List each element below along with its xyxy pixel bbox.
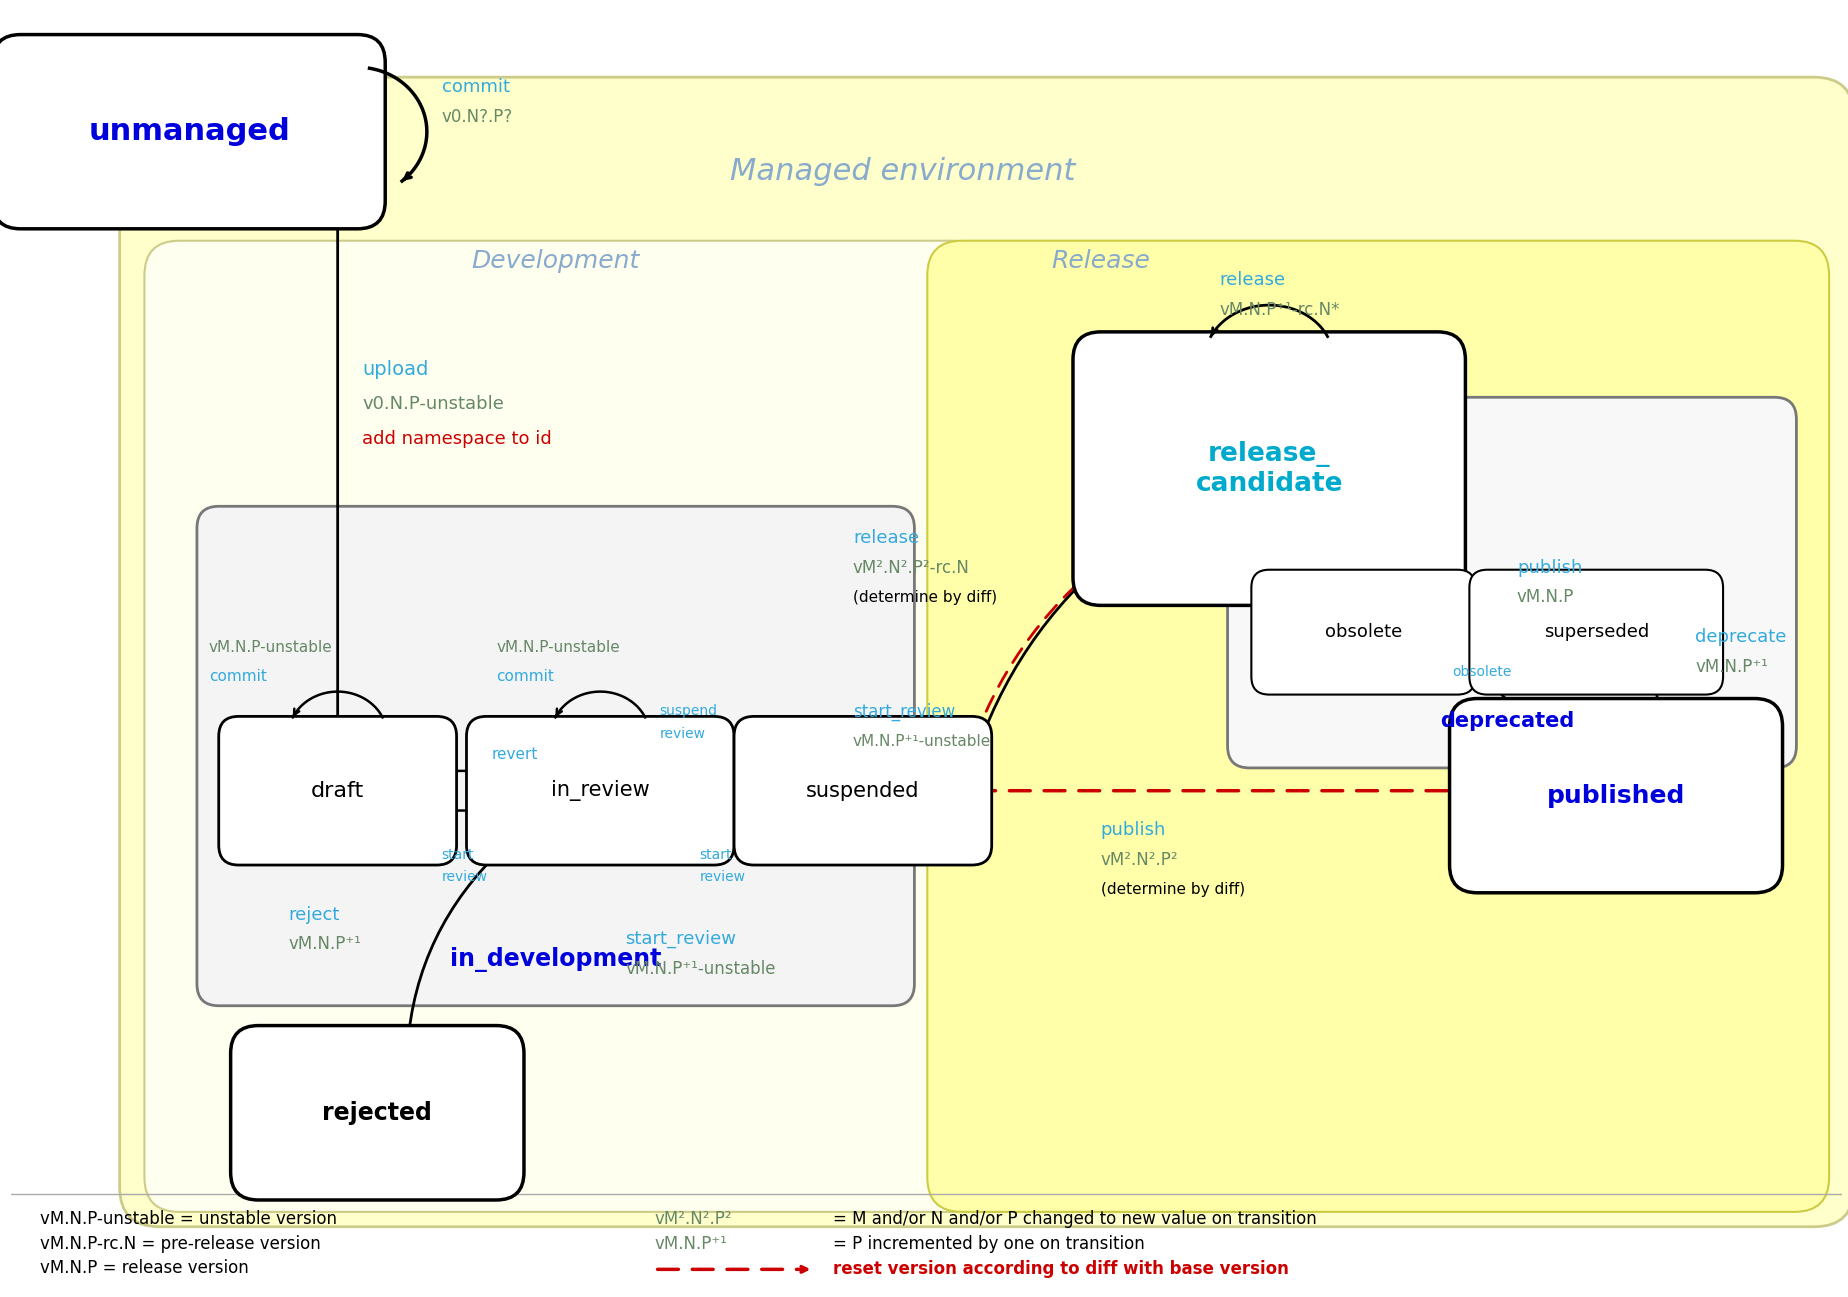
FancyBboxPatch shape: [928, 241, 1830, 1211]
Text: upload: upload: [362, 361, 429, 379]
Text: start: start: [442, 848, 475, 863]
Text: vM.N.P = release version: vM.N.P = release version: [41, 1259, 249, 1278]
Text: vM.N.P⁺¹: vM.N.P⁺¹: [288, 935, 360, 953]
Text: review: review: [442, 870, 488, 885]
Text: revert: revert: [492, 747, 538, 761]
Text: Release: Release: [1052, 249, 1149, 272]
Text: vM.N.P⁺¹-rc.N*: vM.N.P⁺¹-rc.N*: [1220, 301, 1340, 319]
FancyBboxPatch shape: [1227, 397, 1796, 768]
Text: suspended: suspended: [806, 781, 920, 800]
Text: vM².N².P²-rc.N: vM².N².P²-rc.N: [854, 559, 970, 577]
Text: obsolete: obsolete: [1325, 623, 1403, 641]
Text: start: start: [699, 848, 732, 863]
FancyBboxPatch shape: [1251, 569, 1475, 695]
Text: rejected: rejected: [322, 1101, 432, 1124]
Text: (determine by diff): (determine by diff): [1101, 882, 1246, 898]
Text: start_review: start_review: [854, 702, 955, 721]
FancyBboxPatch shape: [218, 716, 456, 865]
Text: vM.N.P⁺¹: vM.N.P⁺¹: [1695, 658, 1769, 676]
Text: reject: reject: [288, 905, 340, 923]
Text: Managed environment: Managed environment: [730, 157, 1076, 185]
Text: vM.N.P⁺¹-unstable: vM.N.P⁺¹-unstable: [625, 960, 776, 978]
Text: release: release: [854, 529, 918, 547]
FancyBboxPatch shape: [466, 716, 734, 865]
Text: review: review: [699, 870, 745, 885]
Text: commit: commit: [497, 669, 554, 685]
Text: vM.N.P: vM.N.P: [1517, 589, 1574, 607]
FancyBboxPatch shape: [1449, 699, 1783, 892]
Text: v0.N.P-unstable: v0.N.P-unstable: [362, 396, 505, 414]
Text: vM².N².P²: vM².N².P²: [654, 1210, 732, 1228]
FancyBboxPatch shape: [0, 35, 384, 228]
Text: commit: commit: [442, 78, 510, 96]
Text: in_development: in_development: [451, 947, 662, 971]
Text: vM².N².P²: vM².N².P²: [1101, 851, 1179, 869]
Text: publish: publish: [1517, 559, 1582, 577]
Text: (determine by diff): (determine by diff): [854, 590, 998, 604]
Text: = P incremented by one on transition: = P incremented by one on transition: [833, 1235, 1146, 1253]
FancyBboxPatch shape: [198, 506, 915, 1005]
Text: vM.N.P⁺¹-unstable: vM.N.P⁺¹-unstable: [854, 734, 991, 748]
Text: obsolete: obsolete: [1453, 665, 1512, 678]
Text: v0.N?.P?: v0.N?.P?: [442, 108, 514, 126]
FancyBboxPatch shape: [231, 1026, 525, 1200]
Text: deprecated: deprecated: [1440, 711, 1574, 732]
FancyBboxPatch shape: [1469, 569, 1722, 695]
Text: vM.N.P-unstable: vM.N.P-unstable: [497, 639, 619, 655]
FancyBboxPatch shape: [734, 716, 992, 865]
Text: deprecate: deprecate: [1695, 628, 1787, 646]
Text: add namespace to id: add namespace to id: [362, 429, 553, 447]
Text: commit: commit: [209, 669, 266, 685]
Text: vM.N.P-unstable = unstable version: vM.N.P-unstable = unstable version: [41, 1210, 338, 1228]
Text: release: release: [1220, 271, 1286, 289]
Text: in_review: in_review: [551, 781, 650, 802]
Text: vM.N.P-unstable: vM.N.P-unstable: [209, 639, 333, 655]
Text: Development: Development: [471, 249, 639, 272]
Text: suspend: suspend: [660, 704, 717, 719]
FancyBboxPatch shape: [120, 78, 1848, 1227]
Text: published: published: [1547, 783, 1685, 808]
Text: publish: publish: [1101, 821, 1166, 839]
Text: vM.N.P⁺¹: vM.N.P⁺¹: [654, 1235, 728, 1253]
Text: review: review: [660, 728, 706, 741]
Text: superseded: superseded: [1543, 623, 1648, 641]
Text: start_review: start_review: [625, 930, 736, 948]
Text: draft: draft: [310, 781, 364, 800]
Text: unmanaged: unmanaged: [89, 117, 290, 147]
Text: release_
candidate: release_ candidate: [1196, 441, 1343, 497]
Text: = M and/or N and/or P changed to new value on transition: = M and/or N and/or P changed to new val…: [833, 1210, 1318, 1228]
Text: reset version according to diff with base version: reset version according to diff with bas…: [833, 1261, 1290, 1279]
FancyBboxPatch shape: [144, 241, 987, 1211]
FancyBboxPatch shape: [1074, 332, 1465, 606]
Text: vM.N.P-rc.N = pre-release version: vM.N.P-rc.N = pre-release version: [41, 1235, 322, 1253]
